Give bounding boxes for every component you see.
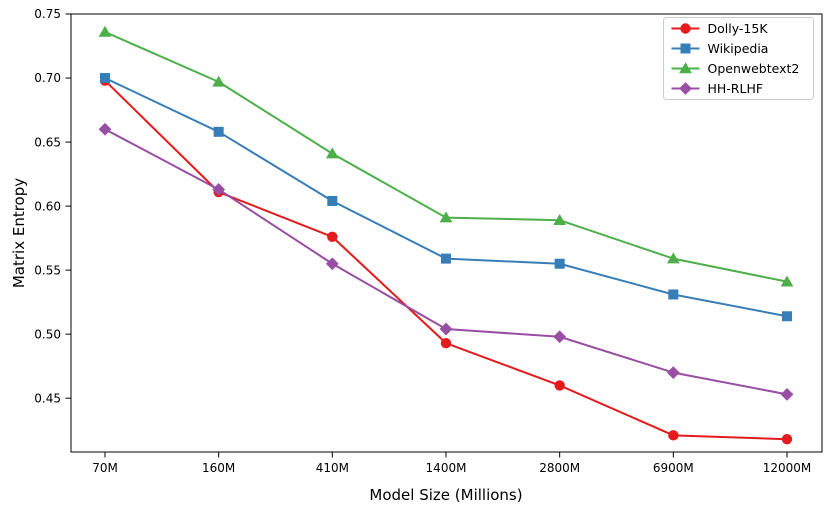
legend-item-wikipedia: Wikipedia	[671, 41, 769, 56]
data-point-wikipedia	[782, 311, 792, 322]
data-point-dolly-15k	[781, 433, 793, 445]
y-tick-label: 0.55	[34, 263, 61, 277]
data-point-openwebtext2	[439, 211, 453, 223]
x-tick-label: 70M	[92, 461, 118, 475]
series-hh-rlhf	[98, 122, 794, 401]
data-point-openwebtext2	[780, 275, 794, 287]
series-openwebtext2	[98, 25, 794, 287]
data-point-wikipedia	[668, 289, 679, 300]
data-point-dolly-15k	[440, 337, 452, 349]
legend-marker-square-icon	[680, 43, 691, 54]
data-point-wikipedia	[554, 258, 565, 269]
y-tick-label: 0.50	[34, 327, 61, 341]
x-tick-label: 2800M	[539, 461, 580, 475]
data-point-dolly-15k	[554, 380, 565, 391]
data-point-wikipedia	[213, 126, 224, 137]
legend-marker-diamond-icon	[679, 82, 692, 95]
data-point-dolly-15k	[668, 430, 679, 441]
legend-item-dolly-15k: Dolly-15K	[671, 21, 769, 36]
y-tick-label: 0.45	[34, 391, 61, 405]
data-point-openwebtext2	[98, 25, 112, 37]
y-tick-label: 0.70	[34, 71, 61, 85]
data-point-hh-rlhf	[666, 366, 680, 379]
data-point-hh-rlhf	[212, 183, 226, 196]
y-tick-label: 0.75	[34, 7, 61, 21]
data-point-hh-rlhf	[553, 330, 567, 344]
data-point-hh-rlhf	[439, 322, 453, 336]
legend-marker-triangle-icon	[679, 62, 692, 74]
data-point-wikipedia	[441, 253, 451, 264]
data-point-openwebtext2	[666, 252, 680, 264]
data-point-openwebtext2	[212, 75, 226, 87]
legend-box	[663, 17, 814, 100]
legend: Dolly-15K Wikipedia Openwebtext2 HH-RLHF	[663, 17, 814, 100]
data-point-hh-rlhf	[780, 387, 794, 401]
legend-item-hh-rlhf: HH-RLHF	[671, 81, 764, 96]
plot-area: 0.45 0.50 0.55 0.60 0.65 0.70 0.75 70M 160M 410M 1…	[34, 7, 823, 475]
series-line-wikipedia	[104, 77, 788, 318]
data-point-hh-rlhf	[98, 122, 112, 136]
x-tick-label: 1400M	[426, 461, 467, 475]
x-tick-label: 410M	[316, 461, 349, 475]
data-point-openwebtext2	[325, 147, 339, 159]
x-tick-label: 160M	[202, 461, 235, 475]
y-axis-label: Matrix Entropy	[10, 178, 28, 288]
x-tick-label: 12000M	[763, 461, 812, 475]
legend-label: Openwebtext2	[708, 61, 800, 76]
legend-label: Wikipedia	[708, 41, 769, 56]
data-point-hh-rlhf	[325, 257, 339, 271]
data-point-wikipedia	[327, 195, 338, 206]
data-point-openwebtext2	[553, 213, 567, 225]
series-wikipedia	[100, 73, 792, 322]
legend-label: HH-RLHF	[708, 81, 764, 96]
x-tick-label: 6900M	[653, 461, 694, 475]
legend-marker-circle-icon	[680, 23, 691, 34]
data-point-dolly-15k	[327, 231, 338, 243]
data-point-wikipedia	[100, 73, 110, 84]
legend-label: Dolly-15K	[708, 21, 769, 36]
x-axis-label: Model Size (Millions)	[369, 486, 522, 504]
y-tick-label: 0.60	[34, 199, 61, 213]
legend-item-openwebtext2: Openwebtext2	[671, 61, 800, 76]
series-layer	[98, 25, 794, 445]
y-tick-label: 0.65	[34, 135, 61, 149]
